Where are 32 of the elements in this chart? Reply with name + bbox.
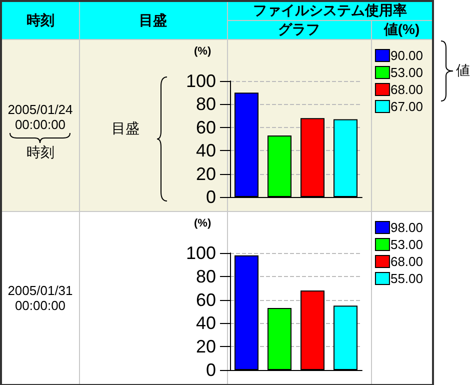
y-tick-label: 60 (195, 290, 216, 310)
y-tick-label: 40 (195, 140, 216, 161)
text: 目盛 (79, 1, 227, 40)
text: 時刻 (1, 1, 79, 40)
legend-label: 68.00 (390, 254, 423, 269)
text: 目盛 (112, 120, 140, 138)
legend-label: 98.00 (390, 220, 423, 235)
text: 時刻 (26, 144, 54, 162)
y-tick-label: 100 (185, 243, 216, 263)
text: 2005/01/31 00:00:00 (6, 283, 74, 313)
y-tick-label: 40 (195, 313, 216, 334)
legend-label: 53.00 (390, 65, 423, 80)
y-tick-label: 20 (195, 336, 216, 357)
text: ファイルシステム使用率 (227, 1, 433, 20)
legend-label: 68.00 (390, 82, 423, 97)
y-tick-label: 0 (205, 187, 216, 207)
text: 2005/01/24 00:00:00 (6, 102, 74, 132)
y-axis-title: (%) (194, 218, 211, 230)
text: 値(%) (371, 20, 433, 40)
y-axis-title: (%) (194, 46, 211, 58)
y-tick-label: 80 (195, 94, 216, 114)
legend-label: 55.00 (390, 271, 423, 286)
y-tick-label: 20 (195, 164, 216, 184)
y-tick-label: 60 (195, 117, 216, 138)
y-tick-label: 100 (185, 71, 216, 91)
legend-label: 53.00 (390, 237, 423, 252)
text: グラフ (227, 20, 371, 40)
text: 値 (456, 62, 470, 80)
legend-label: 67.00 (390, 99, 423, 114)
y-tick-label: 0 (205, 360, 216, 380)
y-tick-label: 80 (195, 266, 216, 286)
legend-label: 90.00 (390, 48, 423, 63)
